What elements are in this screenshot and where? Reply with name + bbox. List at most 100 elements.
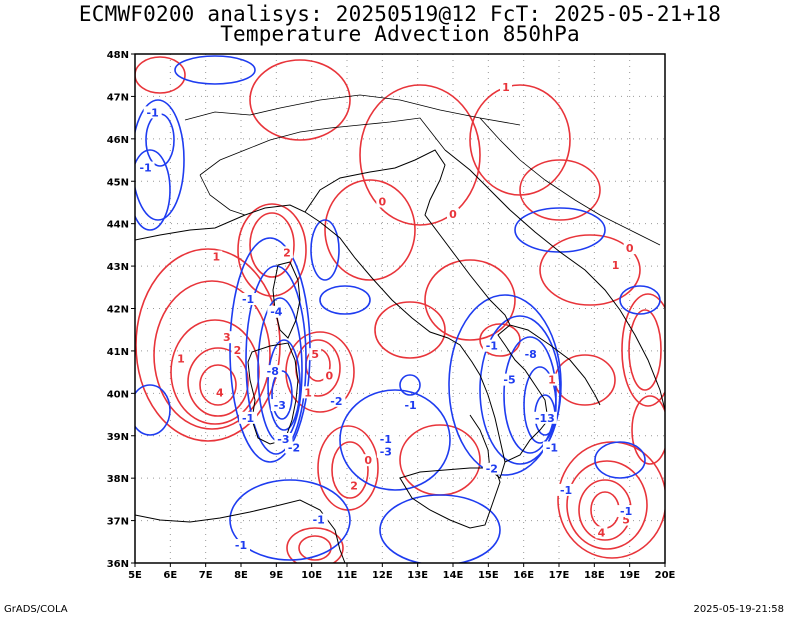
- y-tick-label: 39N: [107, 432, 129, 443]
- warm-contour: [153, 280, 271, 430]
- x-tick-label: 10E: [301, 570, 322, 581]
- warm-contour: [249, 212, 295, 278]
- contour-label: -2: [486, 463, 498, 476]
- contour-label-bg: [447, 208, 459, 221]
- cold-contour: [379, 494, 501, 563]
- contour-label-bg: [327, 394, 346, 407]
- coastlines: [135, 149, 665, 563]
- x-tick-label: 7E: [199, 570, 213, 581]
- africa-coastline: [135, 499, 346, 563]
- y-tick-label: 36N: [107, 559, 129, 570]
- contour-label: -1: [242, 293, 254, 306]
- contour-label: 4: [598, 526, 606, 539]
- warm-contour: [628, 309, 662, 391]
- contour-label: -1: [242, 412, 254, 425]
- france-italy-border: [199, 174, 246, 216]
- france-coastline: [135, 214, 246, 241]
- y-tick-label: 38N: [107, 474, 129, 485]
- warm-contour: [170, 319, 260, 425]
- cold-contour: [319, 285, 371, 315]
- warm-contour: [519, 159, 601, 221]
- contour-label: 0: [326, 369, 334, 382]
- warm-contour: [479, 323, 521, 357]
- contour-label-bg: [376, 432, 395, 445]
- contour-label-bg: [309, 513, 328, 526]
- warm-contour: [539, 234, 641, 306]
- contour-label: -1: [313, 514, 325, 527]
- contour-label: 5: [622, 514, 630, 527]
- cold-contour: [619, 285, 661, 315]
- warm-contour: [554, 354, 616, 406]
- map-title: ECMWF0200 analisys: 20250519@12 FcT: 202…: [78, 2, 722, 26]
- cold-contour: [229, 479, 351, 561]
- cold-contour: [479, 315, 561, 465]
- cold-contour: [245, 265, 307, 455]
- cold-advection-contours: [135, 55, 661, 563]
- warm-contour: [286, 527, 344, 563]
- contour-label-bg: [623, 242, 636, 255]
- contour-label: -3: [277, 433, 289, 446]
- cold-contour: [135, 384, 171, 436]
- sicily-coastline: [399, 467, 501, 529]
- contour-label: -13: [535, 412, 555, 425]
- warm-contour: [621, 293, 665, 407]
- cold-contour: [310, 219, 340, 281]
- contour-label-bg: [280, 246, 293, 259]
- contour-label: -3: [380, 446, 392, 459]
- contour-label-bg: [267, 305, 286, 318]
- contour-label: -1: [560, 484, 572, 497]
- corsica-coastline: [272, 261, 301, 339]
- contour-label-bg: [617, 505, 636, 518]
- contour-label: 5: [311, 348, 319, 361]
- contour-label: 2: [234, 344, 242, 357]
- balkan-coastline: [444, 149, 665, 411]
- warm-contour: [399, 424, 481, 496]
- contour-label-bg: [309, 348, 322, 361]
- contour-label-bg: [376, 195, 389, 208]
- contour-label: 1: [502, 81, 510, 94]
- cold-contour: [399, 374, 421, 396]
- contour-label: 2: [350, 480, 358, 493]
- contour-label-bg: [376, 445, 395, 458]
- contour-label-bg: [302, 386, 315, 399]
- contour-label: -1: [139, 162, 151, 175]
- cold-contour: [448, 294, 562, 476]
- x-tick-label: 16E: [513, 570, 534, 581]
- contour-label: -4: [270, 306, 283, 319]
- y-tick-label: 42N: [107, 305, 129, 316]
- contour-label: 2: [283, 246, 291, 259]
- contour-label-bg: [174, 352, 187, 365]
- contour-label-bg: [239, 293, 258, 306]
- contour-label-bg: [545, 373, 558, 386]
- contour-label: -1: [235, 539, 247, 552]
- x-tick-label: 18E: [584, 570, 605, 581]
- warm-contour: [187, 347, 249, 417]
- contour-label: 3: [223, 331, 231, 344]
- warm-contour: [374, 301, 446, 359]
- contour-label: 0: [364, 454, 372, 467]
- cold-contour: [174, 55, 256, 85]
- warm-contour: [199, 364, 237, 406]
- balkan-border: [479, 117, 661, 246]
- contour-label: -1: [380, 433, 392, 446]
- contour-label: 1: [177, 352, 185, 365]
- contour-label-bg: [270, 399, 289, 412]
- warm-contour: [359, 84, 481, 226]
- contour-label-bg: [532, 411, 557, 424]
- warm-contour: [424, 259, 516, 341]
- x-tick-label: 11E: [337, 570, 358, 581]
- contour-label-bg: [521, 348, 540, 361]
- contour-label: 4: [216, 386, 224, 399]
- map-subtitle: Temperature Advection 850hPa: [220, 22, 580, 46]
- y-tick-label: 47N: [107, 92, 129, 103]
- contour-label-bg: [482, 339, 501, 352]
- longitude-ticks: 5E 6E 7E 8E 9E 10E 11E 12E 13E 14E 15E 16E 17E 18E 19E…: [128, 563, 676, 581]
- y-tick-label: 41N: [107, 347, 129, 358]
- y-tick-label: 45N: [107, 177, 129, 188]
- x-tick-label: 8E: [234, 570, 248, 581]
- contour-label: -8: [525, 348, 537, 361]
- y-tick-label: 43N: [107, 262, 129, 273]
- warm-contour: [298, 535, 332, 561]
- warm-contour: [237, 203, 307, 297]
- contour-label-bg: [362, 454, 375, 467]
